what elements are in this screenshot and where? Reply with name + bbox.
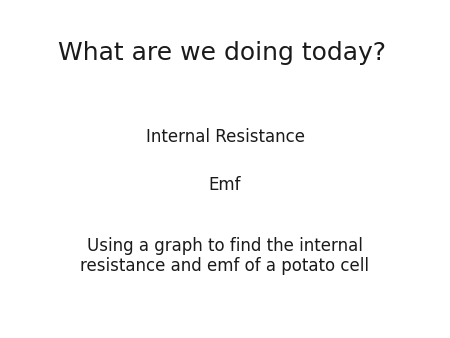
Text: Internal Resistance: Internal Resistance (145, 128, 305, 146)
Text: Using a graph to find the internal
resistance and emf of a potato cell: Using a graph to find the internal resis… (81, 237, 369, 275)
Text: Emf: Emf (209, 176, 241, 194)
Text: What are we doing today?: What are we doing today? (58, 41, 387, 65)
